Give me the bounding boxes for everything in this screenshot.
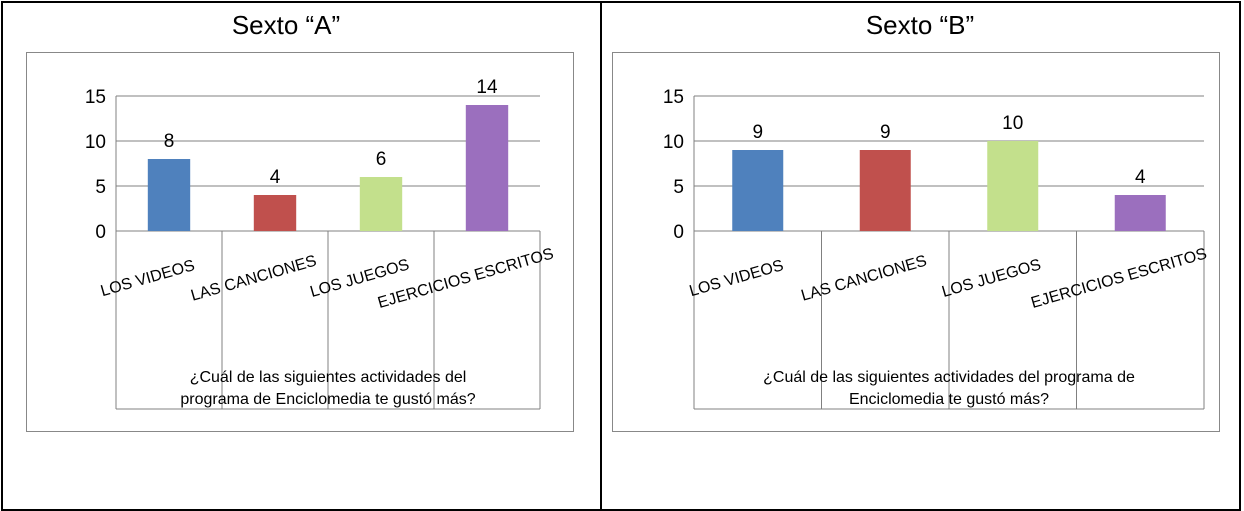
- y-tick-label: 5: [673, 177, 684, 198]
- y-tick-label: 10: [85, 132, 106, 153]
- bar-los-juegos: [359, 177, 403, 231]
- bar-las-canciones: [253, 195, 297, 231]
- data-label: 14: [476, 77, 498, 98]
- data-label: 9: [752, 122, 763, 143]
- y-tick-label: 10: [663, 132, 684, 153]
- data-label: 4: [270, 167, 281, 188]
- chart-a-title: Sexto “A”: [231, 10, 341, 40]
- data-label: 8: [164, 131, 175, 152]
- x-axis-title-line: ¿Cuál de las siguientes actividades del …: [763, 369, 1135, 386]
- y-tick-label: 0: [95, 222, 106, 243]
- bar-los-videos: [147, 159, 191, 231]
- data-label: 10: [1002, 113, 1023, 134]
- y-tick-label: 0: [673, 222, 684, 243]
- chart-frame: [612, 52, 1220, 432]
- y-tick-label: 15: [85, 87, 106, 108]
- table-column-divider: [600, 1, 602, 511]
- y-tick-label: 5: [95, 177, 106, 198]
- data-label: 6: [376, 149, 387, 170]
- x-axis-title-line: programa de Enciclomedia te gustó más?: [180, 391, 475, 408]
- bar-ejercicios-escritos: [1114, 195, 1166, 231]
- data-label: 9: [880, 122, 891, 143]
- chart-b-title: Sexto “B”: [865, 10, 975, 40]
- bar-los-juegos: [987, 141, 1039, 231]
- x-axis-title-line: Enciclomedia te gustó más?: [849, 391, 1049, 408]
- x-axis-title-line: ¿Cuál de las siguientes actividades del: [190, 369, 467, 386]
- bar-ejercicios-escritos: [465, 105, 509, 231]
- y-tick-label: 15: [663, 87, 684, 108]
- bar-los-videos: [732, 150, 784, 231]
- bar-las-canciones: [859, 150, 911, 231]
- data-label: 4: [1135, 167, 1146, 188]
